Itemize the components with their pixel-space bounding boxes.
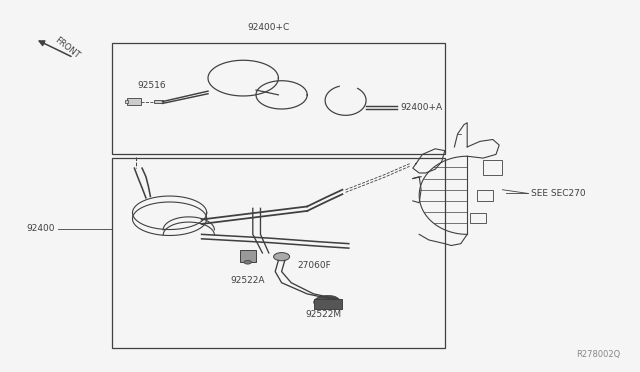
Text: SEE SEC270: SEE SEC270 — [531, 189, 586, 198]
Bar — [240, 250, 256, 262]
Text: 92522M: 92522M — [305, 310, 341, 319]
Text: 92400: 92400 — [26, 224, 54, 233]
Text: 27060F: 27060F — [298, 262, 332, 270]
Bar — [470, 213, 486, 223]
Ellipse shape — [274, 253, 290, 261]
Bar — [483, 160, 502, 175]
Text: 92400+C: 92400+C — [248, 23, 290, 32]
Bar — [112, 43, 445, 154]
Bar — [314, 299, 342, 309]
Ellipse shape — [244, 260, 252, 264]
Bar — [125, 100, 128, 103]
Bar — [127, 98, 141, 105]
Bar — [477, 190, 493, 201]
Text: FRONT: FRONT — [53, 36, 81, 61]
Text: 92522A: 92522A — [230, 276, 265, 285]
Ellipse shape — [314, 296, 339, 307]
Text: 92516: 92516 — [138, 81, 166, 90]
Text: 92400+A: 92400+A — [400, 103, 442, 112]
Bar — [112, 158, 445, 348]
Text: R278002Q: R278002Q — [577, 350, 621, 359]
Bar — [154, 100, 163, 103]
